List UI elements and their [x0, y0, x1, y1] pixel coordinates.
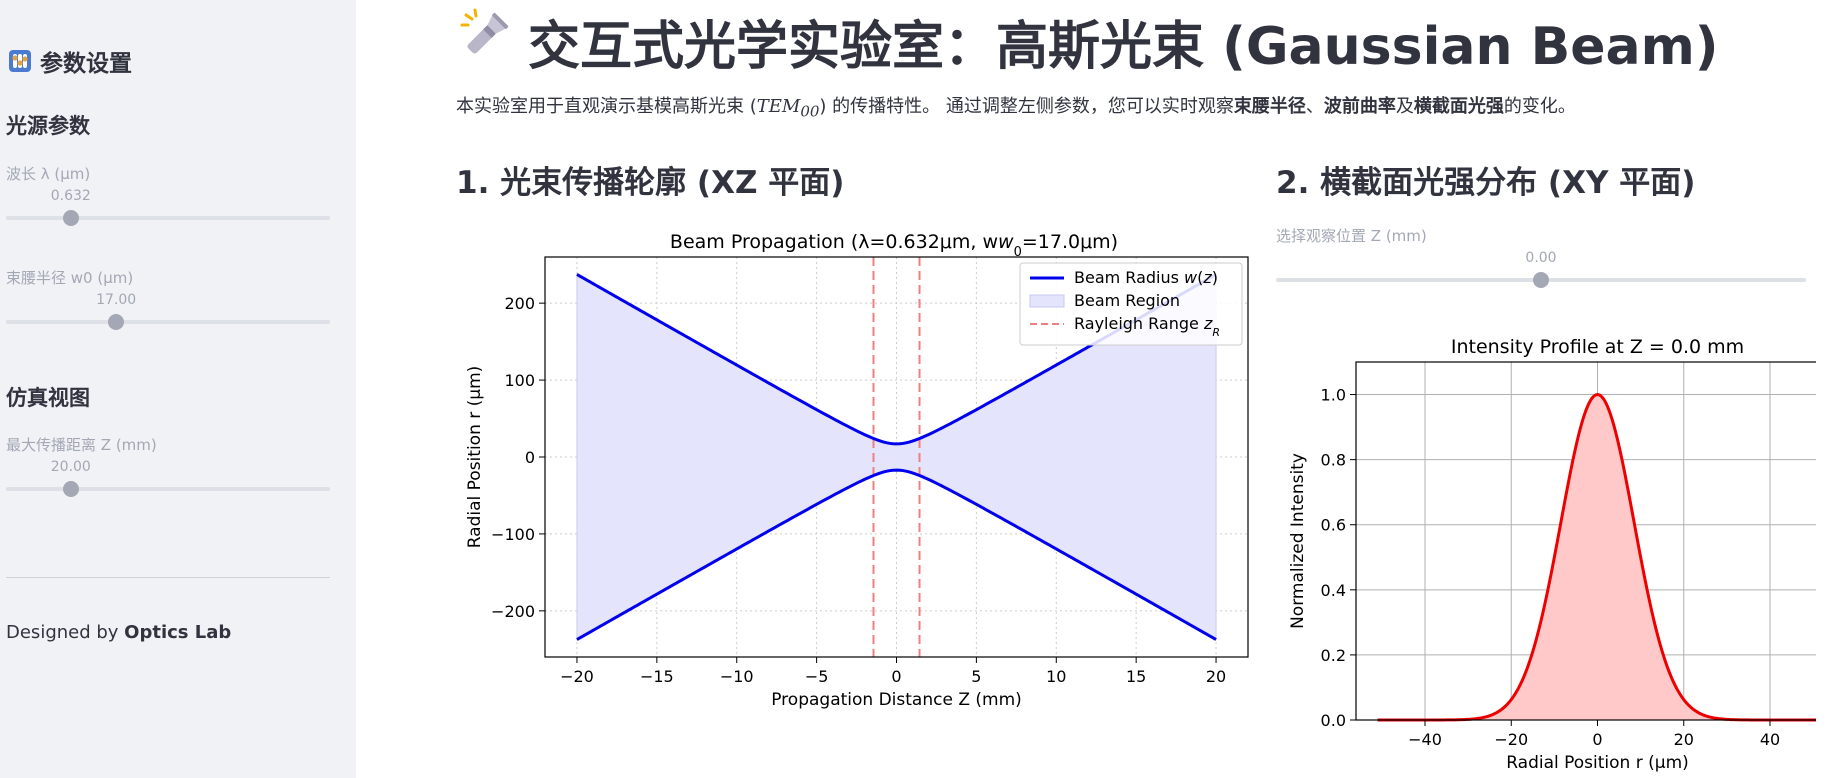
rayleigh-lines [872, 257, 921, 657]
legend-label-region: Beam Region [1074, 291, 1180, 310]
chart2-xtick-label: 20 [1674, 730, 1694, 749]
control-knobs-icon [8, 49, 32, 73]
tem-symbol: TEM00 [756, 96, 820, 121]
chart1-xlabel: Propagation Distance Z (mm) [771, 690, 1022, 710]
chart1-title-end: =17.0μm) [1022, 231, 1118, 253]
chart2-ticks: −40 −20 0 20 40 0.0 0.2 0.4 0.6 0.8 1.0 [1321, 386, 1781, 749]
zpos-slider[interactable] [1276, 272, 1806, 288]
wavelength-label: 波长 λ (μm) [6, 165, 91, 183]
chart1-title: Beam Propagation (λ=0.632μm, ww0=17.0μm) [670, 231, 1118, 260]
chart1-xtick-label: −15 [640, 667, 674, 686]
chart2-ytick-label: 0.0 [1321, 711, 1346, 730]
legend-label-rayleigh: Rayleigh Range zR [1074, 314, 1220, 339]
chart2-title: Intensity Profile at Z = 0.0 mm [1451, 336, 1744, 358]
page-title-text: 交互式光学实验室：高斯光束 (Gaussian Beam) [528, 17, 1719, 77]
intro-sep1: 、 [1305, 96, 1324, 117]
beam-propagation-chart: Beam Propagation (λ=0.632μm, ww0=17.0μm)… [465, 231, 1249, 710]
zmax-value: 20.00 [50, 459, 91, 475]
chart2-ytick-label: 1.0 [1321, 386, 1346, 405]
intro-part2: ) 的传播特性。 通过调整左侧参数，您可以实时观察 [819, 96, 1234, 117]
footer-credit: Designed by Optics Lab [6, 622, 231, 643]
chart1-xtick-label: −20 [560, 667, 594, 686]
waist-slider-handle[interactable] [108, 314, 125, 330]
chart1-ytick-label: 200 [504, 294, 535, 313]
chart1-xtick-label: 20 [1206, 667, 1226, 686]
chart1-ytick-label: 0 [525, 448, 535, 467]
sidebar-divider [6, 577, 330, 578]
legend-swatch-region [1029, 294, 1065, 308]
sidebar-title: 参数设置 [8, 44, 132, 78]
chart1-ylabel: Radial Position r (μm) [465, 366, 485, 549]
chart2-xtick-label: −40 [1408, 730, 1442, 749]
page-title: 交互式光学实验室：高斯光束 (Gaussian Beam) [458, 4, 1719, 79]
chart1-ticks: −20 −15 −10 −5 0 5 10 15 20 −200 −100 0 100 200 [491, 294, 1226, 686]
intro-bold-waist: 束腰半径 [1233, 96, 1306, 117]
waist-value: 17.00 [96, 292, 137, 308]
sidebar: 参数设置 光源参数 波长 λ (μm) 0.632 束腰半径 w0 (μm) 1… [0, 0, 356, 778]
chart2-xtick-label: 40 [1760, 730, 1780, 749]
chart1-xtick-label: 5 [971, 667, 981, 686]
chart2-xtick-label: 0 [1592, 730, 1602, 749]
chart2-xtick-label: −20 [1494, 730, 1528, 749]
wavelength-value: 0.632 [50, 188, 91, 204]
zmax-slider[interactable] [6, 481, 330, 497]
footer-brand: Optics Lab [124, 622, 232, 643]
chart1-title-main: Beam Propagation (λ=0.632μm, w [670, 231, 998, 253]
zpos-value: 0.00 [1525, 250, 1557, 266]
intro-text: 本实验室用于直观演示基模高斯光束 (TEM00) 的传播特性。 通过调整左侧参数… [456, 92, 1576, 121]
waist-label: 束腰半径 w0 (μm) [6, 269, 134, 287]
chart1-title-sub: 0 [1014, 245, 1022, 260]
intro-bold-curvature: 波前曲率 [1323, 96, 1396, 117]
chart1-ytick-label: 100 [504, 371, 535, 390]
tem-subscript: 00 [800, 102, 820, 121]
section-simulation-view: 仿真视图 [6, 386, 90, 410]
zpos-label: 选择观察位置 Z (mm) [1276, 227, 1427, 245]
chart1-legend: Beam Radius w(z) Beam Region Rayleigh Rang… [1019, 262, 1243, 346]
chart2-ylabel: Normalized Intensity [1288, 453, 1308, 629]
chart1-title-w: w [998, 231, 1014, 253]
flashlight-icon [458, 7, 514, 76]
chart2-ytick-label: 0.4 [1321, 581, 1346, 600]
wavelength-slider-handle[interactable] [62, 210, 79, 226]
chart2-ytick-label: 0.8 [1321, 451, 1346, 470]
tem-text: TEM [756, 96, 801, 117]
chart1-xtick-label: 10 [1046, 667, 1066, 686]
sidebar-title-text: 参数设置 [40, 51, 132, 77]
chart1-xtick-label: 15 [1126, 667, 1146, 686]
intro-part3: 的变化。 [1503, 96, 1576, 117]
section-light-source: 光源参数 [6, 114, 90, 138]
chart2-ytick-label: 0.6 [1321, 516, 1346, 535]
legend-box [1019, 262, 1243, 346]
wavelength-slider[interactable] [6, 210, 330, 226]
chart1-ytick-label: −100 [491, 525, 535, 544]
zmax-label: 最大传播距离 Z (mm) [6, 436, 157, 454]
intro-bold-intensity: 横截面光强 [1413, 96, 1504, 117]
intensity-profile-chart: Intensity Profile at Z = 0.0 mm −40 −20 0 2… [1288, 336, 1816, 773]
footer-prefix: Designed by [6, 622, 125, 643]
legend-label-radius: Beam Radius w(z) [1074, 268, 1218, 287]
beam-radius-lower [576, 468, 1217, 641]
zpos-slider-handle[interactable] [1533, 272, 1549, 288]
section-beam-profile: 1. 光束传播轮廓 (XZ 平面) [456, 165, 845, 201]
chart2-xlabel: Radial Position r (μm) [1506, 753, 1689, 773]
chart1-xtick-label: −5 [805, 667, 829, 686]
intro-sep2: 及 [1395, 96, 1414, 117]
section-intensity: 2. 横截面光强分布 (XY 平面) [1276, 165, 1696, 201]
waist-slider[interactable] [6, 314, 330, 330]
intensity-fill [1377, 394, 1816, 720]
chart1-xtick-label: 0 [891, 667, 901, 686]
zmax-slider-handle[interactable] [62, 481, 79, 497]
chart1-ytick-label: −200 [491, 602, 535, 621]
chart2-ytick-label: 0.2 [1321, 646, 1346, 665]
chart1-xtick-label: −10 [720, 667, 754, 686]
intro-part1: 本实验室用于直观演示基模高斯光束 ( [456, 96, 757, 117]
